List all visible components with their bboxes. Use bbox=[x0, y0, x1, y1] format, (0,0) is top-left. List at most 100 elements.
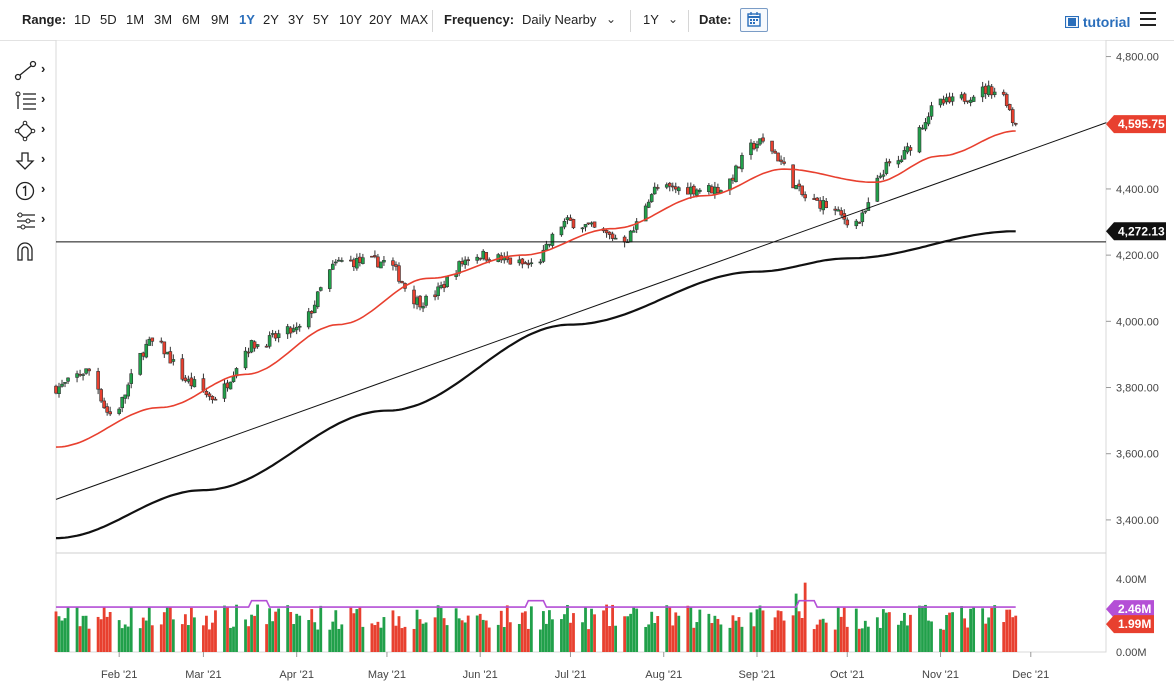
candle-body bbox=[222, 383, 227, 399]
range-button-3m[interactable]: 3M bbox=[154, 12, 173, 27]
volume-bar bbox=[918, 605, 921, 652]
volume-bar bbox=[307, 620, 311, 652]
candle-body bbox=[267, 335, 272, 347]
expand-arrow-icon[interactable]: › bbox=[41, 181, 46, 196]
volume-bar bbox=[969, 608, 973, 652]
candle-body bbox=[818, 200, 822, 209]
candle-body bbox=[902, 150, 907, 160]
candles bbox=[54, 80, 1018, 417]
volume-bar bbox=[274, 611, 278, 652]
range-button-6m[interactable]: 6M bbox=[182, 12, 201, 27]
volume-bar bbox=[298, 615, 302, 652]
volume-average-marker-label: 2.46M bbox=[1118, 602, 1151, 616]
volume-bar bbox=[884, 612, 888, 652]
period-select[interactable]: 1Y bbox=[643, 12, 659, 27]
volume-bar bbox=[710, 623, 714, 652]
volume-bar bbox=[523, 611, 527, 652]
volume-bar bbox=[108, 612, 112, 652]
range-button-10y[interactable]: 10Y bbox=[339, 12, 363, 27]
volume-bar bbox=[981, 608, 985, 652]
magnet-tool[interactable] bbox=[12, 236, 56, 266]
chevron-down-icon[interactable]: ⌄ bbox=[668, 12, 679, 26]
hamburger-menu-icon[interactable] bbox=[1140, 12, 1156, 26]
expand-arrow-icon[interactable]: › bbox=[41, 91, 46, 106]
candle-body bbox=[670, 185, 675, 188]
volume-bar bbox=[737, 617, 741, 652]
shapes-tool[interactable]: › bbox=[12, 116, 56, 146]
candle-body bbox=[896, 160, 901, 165]
volume-bar bbox=[686, 605, 690, 652]
candle-body bbox=[138, 352, 143, 375]
pattern-tool[interactable]: › bbox=[12, 206, 56, 236]
candle-body bbox=[330, 263, 335, 270]
range-button-9m[interactable]: 9M bbox=[211, 12, 230, 27]
volume-bar bbox=[129, 606, 133, 652]
volume-bar bbox=[505, 605, 509, 652]
volume-bar bbox=[605, 604, 608, 652]
volume-bar bbox=[839, 616, 843, 652]
candle-body bbox=[695, 189, 699, 196]
volume-bar bbox=[268, 608, 272, 652]
range-button-20y[interactable]: 20Y bbox=[369, 12, 393, 27]
volume-bar bbox=[138, 628, 142, 652]
candle-body bbox=[66, 377, 70, 382]
volume-bar bbox=[295, 613, 299, 652]
volume-bar bbox=[349, 606, 353, 652]
candle-body bbox=[57, 386, 61, 395]
volume-bar bbox=[842, 607, 846, 652]
volume-bar bbox=[418, 619, 422, 652]
candle-body bbox=[710, 186, 714, 194]
volume-bar bbox=[900, 620, 903, 652]
volume-bar bbox=[208, 629, 211, 652]
calendar-button[interactable] bbox=[740, 8, 768, 32]
price-chart[interactable]: 3,400.00 3,600.00 3,800.00 4,000.00 4,200.00… bbox=[0, 40, 1174, 694]
range-button-max[interactable]: MAX bbox=[400, 12, 429, 27]
volume-bar bbox=[551, 619, 554, 652]
arrow-down-icon bbox=[15, 152, 35, 170]
shapes-icon bbox=[14, 120, 36, 142]
volume-tick-label: 4.00M bbox=[1116, 574, 1147, 586]
volume-bar bbox=[463, 622, 467, 652]
range-button-1d[interactable]: 1D bbox=[74, 12, 91, 27]
expand-arrow-icon[interactable]: › bbox=[41, 61, 46, 76]
date-tick-label: Oct '21 bbox=[830, 669, 865, 681]
frequency-select[interactable]: Daily Nearby bbox=[522, 12, 597, 27]
range-button-2y[interactable]: 2Y bbox=[263, 12, 279, 27]
fibonacci-tool[interactable]: › bbox=[12, 86, 56, 116]
volume-bar bbox=[126, 626, 130, 652]
expand-arrow-icon[interactable]: › bbox=[41, 121, 46, 136]
volume-bar bbox=[454, 608, 458, 652]
volume-bar bbox=[277, 608, 281, 652]
expand-arrow-icon[interactable]: › bbox=[41, 211, 46, 226]
axes: 3,400.00 3,600.00 3,800.00 4,000.00 4,200.00… bbox=[101, 52, 1159, 681]
volume-bar bbox=[316, 629, 320, 652]
tutorial-link[interactable]: tutorial bbox=[1064, 14, 1130, 30]
trendline-tool[interactable]: › bbox=[12, 56, 56, 86]
volume-bar bbox=[412, 628, 416, 652]
volume-bar bbox=[499, 610, 503, 652]
volume-bar bbox=[587, 629, 590, 652]
volume-bar bbox=[331, 621, 335, 652]
volume-bar bbox=[457, 618, 461, 652]
range-button-1m[interactable]: 1M bbox=[126, 12, 145, 27]
expand-arrow-icon[interactable]: › bbox=[41, 151, 46, 166]
candle-body bbox=[168, 351, 173, 364]
annotation-tool[interactable]: › bbox=[12, 176, 56, 206]
range-button-1y[interactable]: 1Y bbox=[239, 12, 255, 27]
range-button-5d[interactable]: 5D bbox=[100, 12, 117, 27]
chevron-down-icon[interactable]: ⌄ bbox=[606, 12, 617, 26]
candle-body bbox=[478, 257, 483, 260]
candle-body bbox=[604, 230, 609, 234]
volume-bar bbox=[370, 623, 374, 652]
candle-body bbox=[466, 259, 470, 261]
volume-bar bbox=[779, 611, 783, 652]
pattern-icon bbox=[17, 212, 35, 230]
range-button-5y[interactable]: 5Y bbox=[313, 12, 329, 27]
volume-bar bbox=[761, 610, 765, 652]
candle-body bbox=[463, 259, 467, 266]
range-button-3y[interactable]: 3Y bbox=[288, 12, 304, 27]
volume-bar bbox=[538, 629, 542, 652]
arrow-tool[interactable]: › bbox=[12, 146, 56, 176]
price-tick-label: 4,000.00 bbox=[1116, 316, 1159, 328]
volume-bar bbox=[951, 612, 954, 652]
